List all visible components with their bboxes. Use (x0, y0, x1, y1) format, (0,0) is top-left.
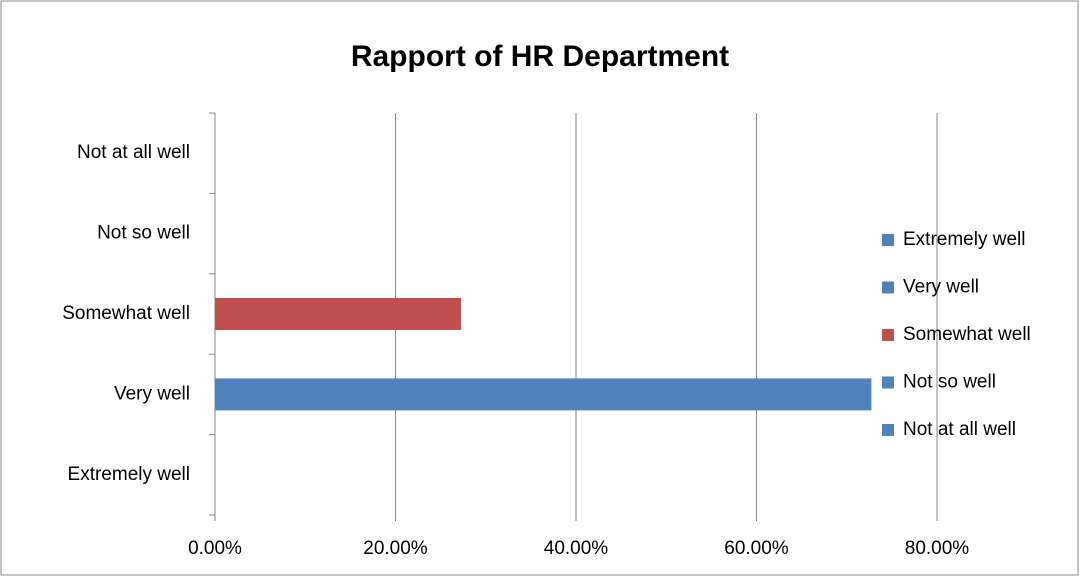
legend-label: Not at all well (903, 419, 1016, 440)
y-tick-label: Somewhat well (62, 303, 190, 324)
x-tick-label: 40.00% (544, 538, 609, 559)
y-tick-label: Very well (114, 383, 190, 404)
bar (215, 298, 462, 330)
x-tick-label: 0.00% (188, 538, 242, 559)
legend-label: Very well (903, 277, 979, 298)
legend-swatch (882, 329, 894, 341)
legend-label: Not so well (903, 372, 996, 393)
x-tick-label: 80.00% (905, 538, 970, 559)
x-tick-label: 20.00% (363, 538, 428, 559)
legend-swatch (882, 281, 894, 294)
bar (215, 378, 872, 411)
chart-title: Rapport of HR Department (351, 40, 729, 73)
y-tick-label: Not so well (97, 223, 190, 244)
legend-label: Extremely well (903, 229, 1025, 250)
legend-swatch (882, 234, 894, 246)
legend-swatch (882, 376, 894, 389)
y-tick-label: Extremely well (68, 464, 190, 485)
y-tick-label: Not at all well (77, 142, 190, 163)
x-tick-label: 60.00% (724, 538, 789, 559)
legend-label: Somewhat well (903, 324, 1031, 345)
legend-swatch (882, 424, 894, 436)
